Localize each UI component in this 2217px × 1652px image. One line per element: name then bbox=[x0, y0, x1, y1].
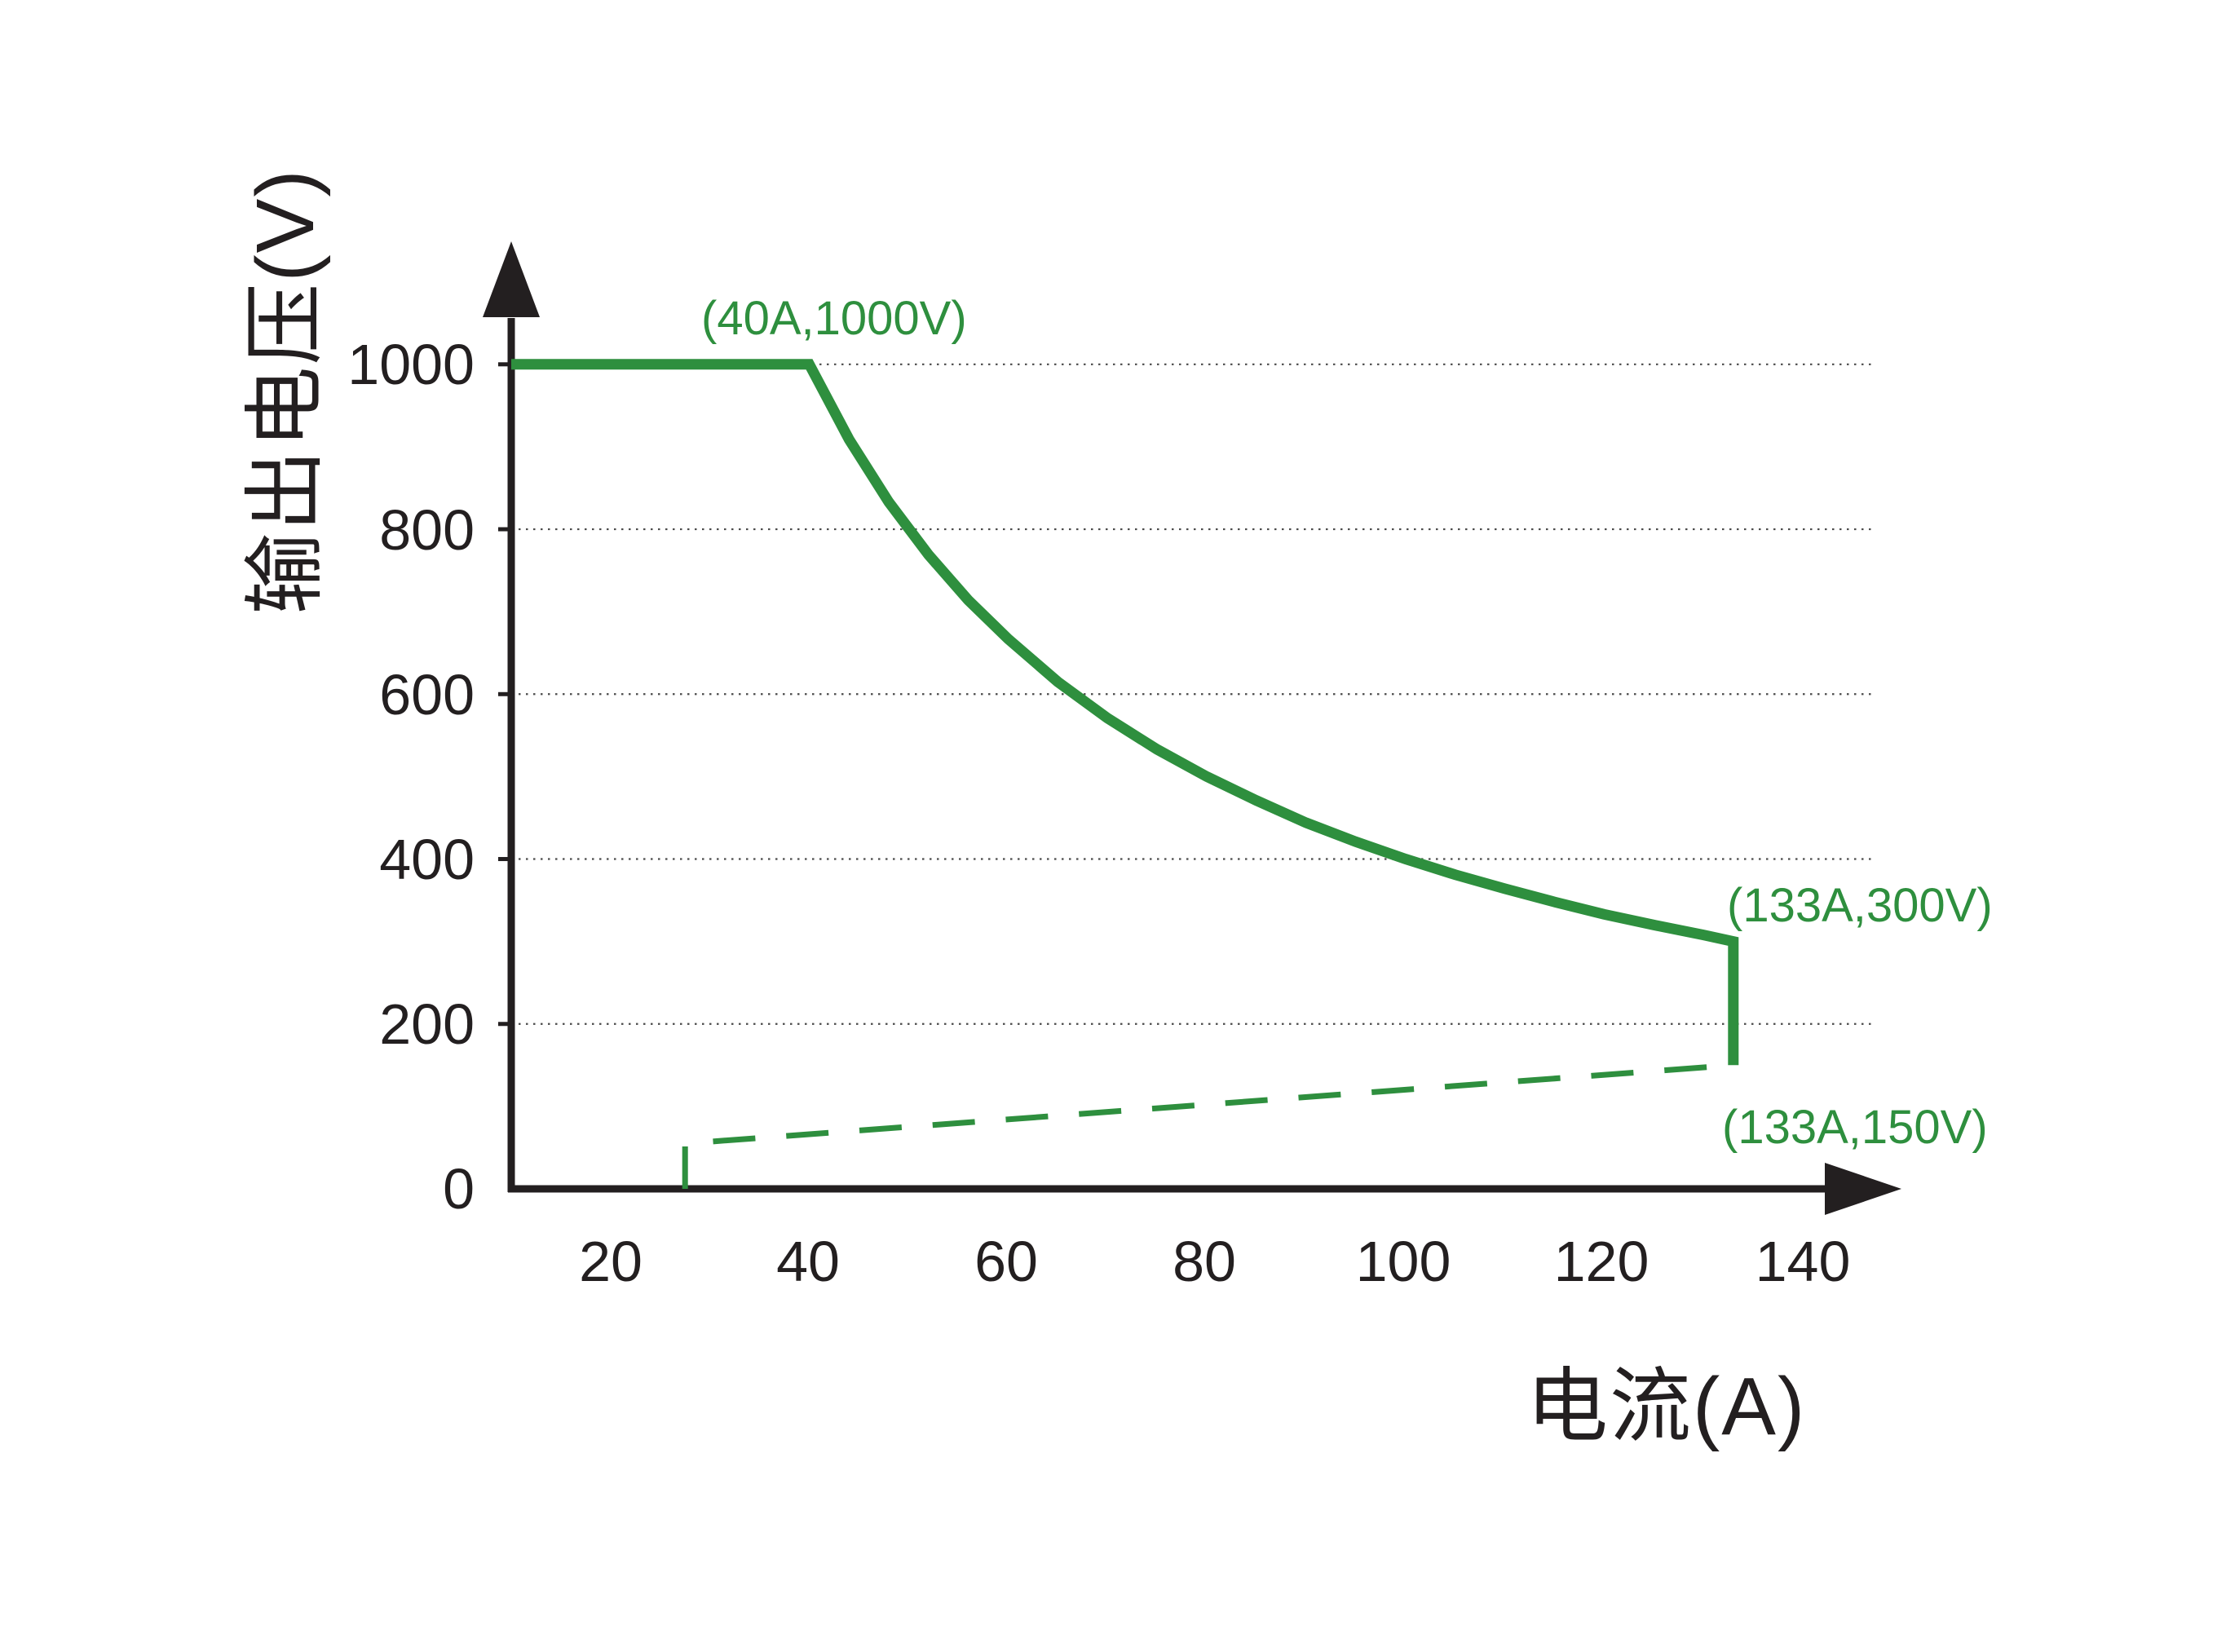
y-tick-label-600: 600 bbox=[379, 663, 475, 727]
x-axis-title: 电流(A) bbox=[1526, 1361, 1807, 1452]
x-tick-label-80: 80 bbox=[1173, 1230, 1236, 1293]
x-tick-label-40: 40 bbox=[776, 1230, 840, 1293]
x-tick-label-140: 140 bbox=[1755, 1230, 1851, 1293]
y-tick-label-800: 800 bbox=[379, 498, 475, 562]
y-tick-label-200: 200 bbox=[379, 992, 475, 1056]
annotation-133a-150v: (133A,150V) bbox=[1722, 1101, 1988, 1154]
y-tick-label-0: 0 bbox=[443, 1157, 475, 1221]
y-tick-label-1000: 1000 bbox=[347, 333, 475, 396]
annotation-40a-1000v: (40A,1000V) bbox=[701, 292, 967, 345]
x-tick-label-20: 20 bbox=[579, 1230, 643, 1293]
x-tick-label-120: 120 bbox=[1553, 1230, 1650, 1293]
y-tick-label-400: 400 bbox=[379, 828, 475, 891]
annotation-133a-300v: (133A,300V) bbox=[1727, 879, 1993, 932]
x-tick-label-100: 100 bbox=[1355, 1230, 1451, 1293]
x-tick-label-60: 60 bbox=[974, 1230, 1038, 1293]
